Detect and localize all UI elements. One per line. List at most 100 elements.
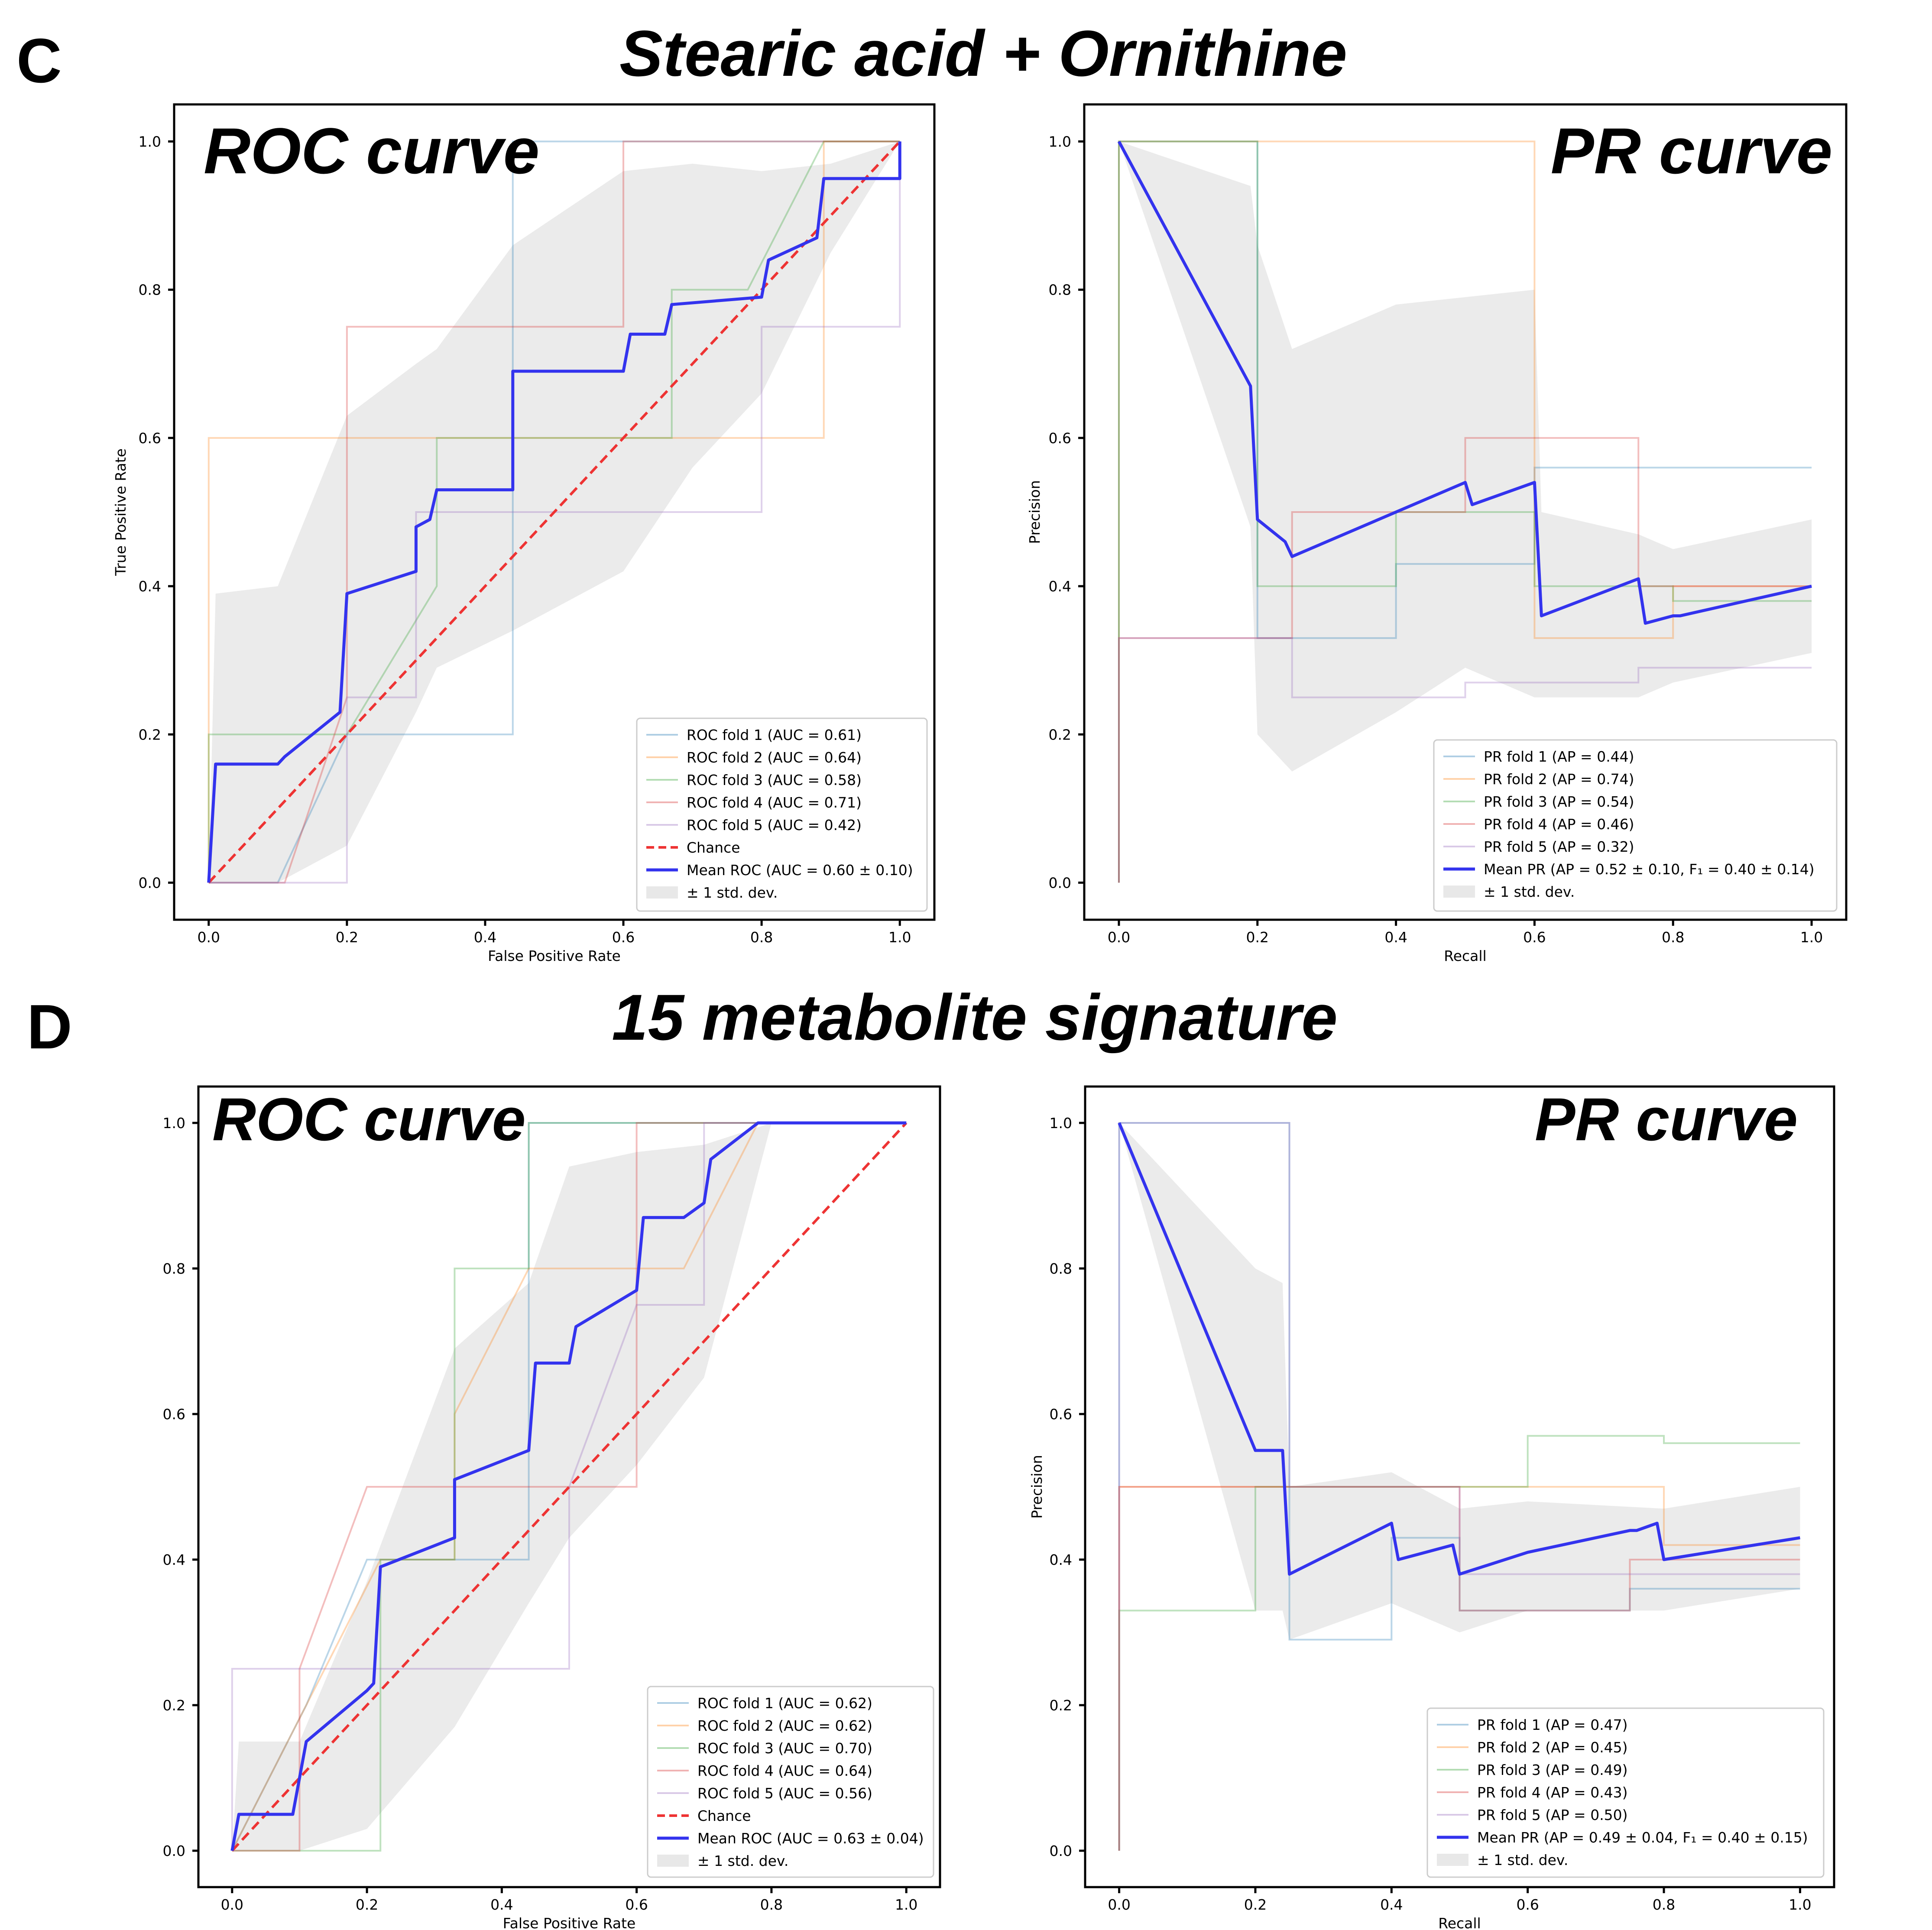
y-tick-label: 0.0 [163, 1842, 185, 1859]
x-tick-label: 0.2 [1246, 929, 1269, 946]
x-axis-label: False Positive Rate [503, 1915, 636, 1930]
legend-label: ROC fold 4 (AUC = 0.64) [697, 1762, 872, 1779]
mean-line [1117, 140, 1812, 625]
legend-label: PR fold 2 (AP = 0.74) [1484, 771, 1634, 788]
x-tick-label: 0.8 [1653, 1896, 1675, 1913]
y-tick-label: 0.0 [1049, 874, 1071, 891]
legend-label: Mean ROC (AUC = 0.60 ± 0.10) [687, 862, 913, 879]
y-tick-label: 0.4 [163, 1551, 185, 1568]
legend-label: Chance [687, 839, 740, 856]
y-tick-label: 0.8 [1049, 282, 1071, 298]
legend-label: ± 1 std. dev. [687, 884, 778, 901]
x-tick-label: 0.6 [1523, 929, 1546, 946]
y-tick-label: 0.8 [1050, 1260, 1072, 1277]
legend-label: PR fold 5 (AP = 0.50) [1477, 1807, 1628, 1823]
y-tick-label: 1.0 [1049, 133, 1071, 150]
std-band [1119, 1123, 1800, 1640]
fold-2-line [207, 140, 900, 883]
fold-2-line [1118, 1486, 1800, 1851]
fold-5-line [1118, 637, 1812, 883]
fold-3-line [232, 1122, 907, 1852]
legend-label: ± 1 std. dev. [1484, 883, 1575, 900]
plot-frame [173, 103, 936, 921]
y-tick-label: 0.6 [139, 430, 161, 447]
legend-label: PR fold 4 (AP = 0.46) [1484, 816, 1634, 833]
legend-label: Mean PR (AP = 0.49 ± 0.04, F₁ = 0.40 ± 0… [1477, 1829, 1808, 1846]
panel-title-c: Stearic acid + Ornithine [619, 17, 1347, 90]
legend-label: ROC fold 3 (AUC = 0.58) [687, 772, 862, 788]
x-tick-label: 0.6 [1516, 1896, 1539, 1913]
x-tick-label: 0.0 [1108, 929, 1130, 946]
legend-label: PR fold 2 (AP = 0.45) [1477, 1739, 1628, 1756]
y-tick-label: 0.2 [163, 1697, 185, 1714]
y-tick-label: 0.6 [163, 1406, 185, 1423]
legend-label: ± 1 std. dev. [697, 1852, 788, 1869]
x-tick-label: 0.4 [490, 1896, 513, 1913]
x-tick-label: 0.0 [1108, 1896, 1130, 1913]
legend-swatch-band [646, 886, 678, 899]
panel-letter-c: C [16, 26, 62, 96]
fold-3-line [1118, 1435, 1800, 1851]
legend-box [647, 1686, 934, 1878]
fold-4-line [1118, 1486, 1800, 1851]
chart-title: ROC curve [212, 1085, 526, 1153]
legend-label: PR fold 1 (AP = 0.47) [1477, 1716, 1628, 1733]
y-tick-label: 0.0 [139, 874, 161, 891]
std-band [232, 1123, 907, 1851]
fold-5-line [231, 1122, 907, 1851]
legend-swatch-band [657, 1855, 689, 1867]
y-tick-label: 1.0 [1050, 1115, 1072, 1132]
panel-title-d: 15 metabolite signature [612, 981, 1338, 1054]
legend-swatch-band [1443, 886, 1475, 898]
legend: ROC fold 1 (AUC = 0.62) ROC fold 2 (AUC =… [647, 1686, 934, 1878]
legend-box [636, 717, 928, 912]
y-tick-label: 0.8 [139, 282, 161, 298]
x-tick-label: 0.2 [336, 929, 358, 946]
x-tick-label: 0.2 [356, 1896, 378, 1913]
x-tick-label: 0.4 [1384, 929, 1407, 946]
legend-label: PR fold 1 (AP = 0.44) [1484, 748, 1634, 765]
plot-frame [1084, 1085, 1835, 1888]
legend: PR fold 1 (AP = 0.47) PR fold 2 (AP = 0.4… [1426, 1707, 1825, 1878]
x-axis-label: Recall [1444, 947, 1486, 964]
y-tick-label: 0.4 [139, 578, 161, 595]
mean-line [1118, 1122, 1800, 1576]
legend-box [1433, 739, 1838, 912]
plots-container: 0.0 0.2 0.4 0.6 0.8 1.0 0.0 0.2 0.4 0.6 0.8 1.0 Fals… [112, 103, 1848, 1930]
x-tick-label: 0.0 [221, 1896, 243, 1913]
chart-d-pr: 0.0 0.2 0.4 0.6 0.8 1.0 0.0 0.2 0.4 0.6 0.8 1.0 Reca… [1028, 1085, 1835, 1930]
chart-title: PR curve [1551, 114, 1832, 187]
mean-line [207, 141, 901, 883]
fold-2-line [231, 1122, 907, 1851]
y-tick-label: 0.2 [139, 726, 161, 743]
fold-1-line [208, 140, 900, 884]
chance-line [207, 140, 901, 884]
mean-line [230, 1121, 907, 1851]
fold-1-line [231, 1122, 907, 1851]
x-tick-label: 0.6 [625, 1896, 648, 1913]
legend-label: Chance [697, 1807, 751, 1824]
legend-label: PR fold 3 (AP = 0.54) [1484, 793, 1634, 810]
y-axis-label: Precision [1026, 480, 1043, 544]
x-tick-label: 0.8 [750, 929, 773, 946]
chart-d-roc: 0.0 0.2 0.4 0.6 0.8 1.0 0.0 0.2 0.4 0.6 0.8 1.0 Fals… [163, 1085, 941, 1930]
y-axis-label: True Positive Rate [112, 448, 129, 576]
legend-label: ROC fold 5 (AUC = 0.42) [687, 817, 862, 834]
chance-line [231, 1122, 908, 1852]
y-tick-label: 0.6 [1050, 1406, 1072, 1423]
legend-label: ROC fold 2 (AUC = 0.62) [697, 1717, 872, 1734]
legend: ROC fold 1 (AUC = 0.61) ROC fold 2 (AUC =… [636, 717, 928, 912]
y-axis-label: Precision [1028, 1455, 1045, 1518]
fold-4-line [232, 1122, 907, 1852]
legend-swatch-band [1437, 1854, 1468, 1866]
chart-title: PR curve [1535, 1085, 1798, 1153]
legend-label: ± 1 std. dev. [1477, 1852, 1568, 1868]
y-tick-label: 0.6 [1049, 430, 1071, 447]
legend-label: ROC fold 5 (AUC = 0.56) [697, 1785, 872, 1802]
legend-box [1426, 1707, 1825, 1878]
legend-label: Mean PR (AP = 0.52 ± 0.10, F₁ = 0.40 ± 0… [1484, 861, 1815, 878]
legend-label: ROC fold 3 (AUC = 0.70) [697, 1740, 872, 1757]
plot-frame [197, 1085, 941, 1888]
std-band [1118, 141, 1812, 772]
